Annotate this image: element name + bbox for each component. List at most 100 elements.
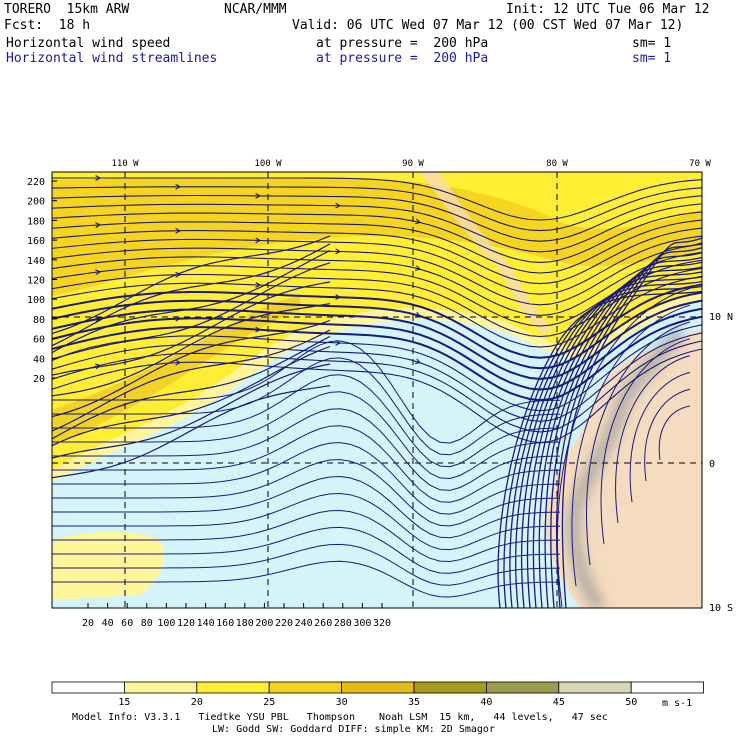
streamline (52, 560, 560, 598)
streamline (52, 243, 331, 347)
colorbar-swatch (630, 681, 705, 694)
lon-label: 80 W (546, 159, 568, 169)
streamline (52, 492, 561, 551)
streamline (52, 315, 702, 402)
streamline (52, 303, 331, 397)
colorbar-label: 20 (190, 697, 203, 708)
streamline (644, 388, 691, 482)
grid-x-label: 240 (295, 618, 313, 629)
colorbar-swatch (268, 681, 343, 694)
field2-name: Horizontal wind streamlines (6, 51, 218, 66)
streamline (556, 287, 691, 608)
streamline (52, 348, 702, 444)
streamline (52, 425, 561, 503)
streamline (52, 459, 561, 527)
grid-y-label: 140 (27, 256, 45, 267)
colorbar-label: 15 (118, 697, 131, 708)
streamline-arrow (95, 175, 102, 181)
streamline (52, 543, 561, 586)
streamline (52, 203, 702, 253)
grid-y-label: 200 (27, 197, 45, 208)
streamline (550, 247, 702, 608)
grid-y-label: 220 (27, 177, 45, 188)
streamline (532, 261, 702, 608)
streamline (52, 259, 702, 327)
lon-label: 100 W (254, 159, 282, 169)
streamline-arrow (95, 316, 102, 323)
lon-label: 110 W (111, 159, 139, 169)
streamline (52, 262, 331, 362)
streamline (52, 250, 331, 354)
grid-x-label: 220 (275, 618, 293, 629)
colorbar-swatch (413, 681, 487, 694)
streamline-arrow (175, 271, 182, 278)
south-america-land (545, 330, 702, 608)
streamline (52, 324, 702, 412)
streamline (52, 235, 331, 335)
jet-core (52, 177, 702, 296)
valid-time: Valid: 06 UTC Wed 07 Mar 12 (00 CST Wed … (292, 18, 684, 33)
colorbar-unit: m s-1 (662, 698, 693, 709)
grid-x-label: 320 (373, 618, 391, 629)
colorbar-swatch (51, 681, 125, 694)
grid-x-label: 40 (102, 618, 114, 629)
field2-level: at pressure = 200 hPa (316, 51, 489, 66)
streamline (52, 345, 331, 447)
streamline (52, 319, 331, 418)
streamline (52, 299, 702, 380)
lon-label: 70 W (689, 159, 711, 169)
streamline (509, 280, 702, 608)
colorbar-swatch (558, 681, 632, 694)
field2-smooth: sm= 1 (632, 51, 672, 66)
streamline (52, 374, 561, 468)
lat-label: 10 S (709, 603, 733, 614)
streamline-arrow (255, 192, 262, 199)
colorbar-label: 40 (480, 697, 493, 708)
colorbar-label: 30 (335, 697, 348, 708)
streamline (52, 251, 702, 316)
streamline (555, 242, 702, 608)
wind-streamlines (52, 175, 702, 608)
lat-label: 10 N (709, 312, 733, 323)
grid-y-label: 40 (33, 354, 45, 365)
streamline (52, 177, 702, 221)
streamline (52, 385, 331, 479)
streamline (615, 355, 691, 524)
streamline-arrow (255, 326, 262, 333)
model-info-line2: LW: Godd SW: Goddard DIFF: simple KM: 2D… (212, 724, 495, 735)
streamline (52, 243, 702, 306)
streamline (52, 275, 702, 348)
streamline-arrow (335, 202, 342, 209)
grid-y-label: 120 (27, 276, 45, 287)
streamline-arrow (95, 269, 102, 276)
colorbar-label: 50 (625, 697, 638, 708)
model-title: TORERO 15km ARW (4, 2, 130, 17)
streamline-arrow (175, 227, 182, 234)
streamline (52, 227, 702, 285)
grid-y-label: 100 (27, 295, 45, 306)
grid-x-label: 160 (216, 618, 234, 629)
grid-x-label: 200 (255, 618, 273, 629)
streamline (52, 186, 702, 232)
grid-y-label: 20 (33, 374, 45, 385)
streamline (52, 475, 561, 539)
model-info-line1: Model Info: V3.3.1 Tiedtke YSU PBL Thomp… (72, 712, 608, 723)
map-frame (51, 171, 703, 609)
streamline (52, 509, 561, 563)
streamline-arrow (415, 218, 422, 225)
streamline (538, 256, 702, 608)
streamline-arrow (175, 359, 182, 366)
colorbar-swatch (341, 681, 415, 694)
jet-band-edge (52, 290, 702, 482)
grid-x-label: 100 (157, 618, 175, 629)
streamline (52, 291, 702, 370)
central-america-land (420, 172, 552, 335)
streamline-arrow (175, 183, 182, 190)
grid-x-label: 60 (121, 618, 133, 629)
grid-y-label: 80 (33, 315, 45, 326)
streamline (497, 290, 702, 608)
streamline-arrow (414, 311, 422, 318)
grid-x-label: 80 (141, 618, 153, 629)
field1-smooth: sm= 1 (632, 36, 672, 51)
streamline (52, 391, 561, 480)
